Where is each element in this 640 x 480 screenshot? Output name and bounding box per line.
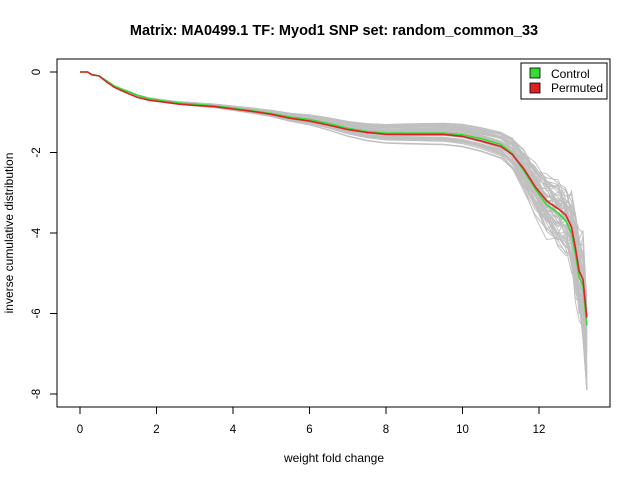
series-line-control [80,71,588,326]
y-tick-label: -8 [31,389,43,399]
series-line-group [80,71,588,326]
y-tick-label: -2 [31,147,43,157]
legend-swatch-control [529,67,541,79]
y-axis-label: inverse cumulative distribution [2,153,16,314]
y-tick-label: -4 [31,227,43,238]
legend-label-permuted: Permuted [551,81,603,95]
x-tick-label: 0 [77,424,83,436]
x-tick-label: 8 [383,424,389,436]
x-axis-label: weight fold change [283,451,384,465]
y-tick-label: -6 [31,308,43,318]
legend-swatch-permuted [529,82,541,94]
legend-label-control: Control [551,67,590,81]
legend: Control Permuted [520,62,608,100]
x-tick-label: 12 [533,424,546,436]
x-tick-label: 10 [456,424,469,436]
y-tick-label: 0 [31,69,43,75]
series-line-permuted [80,71,588,318]
y-axis: 0 -2 -4 -6 -8 [31,69,58,399]
x-tick-label: 2 [153,424,159,436]
x-tick-label: 4 [230,424,237,436]
x-tick-label: 6 [306,424,312,436]
x-axis: 0 2 4 6 8 10 12 [77,406,546,436]
chart-title: Matrix: MA0499.1 TF: Myod1 SNP set: rand… [130,23,538,39]
